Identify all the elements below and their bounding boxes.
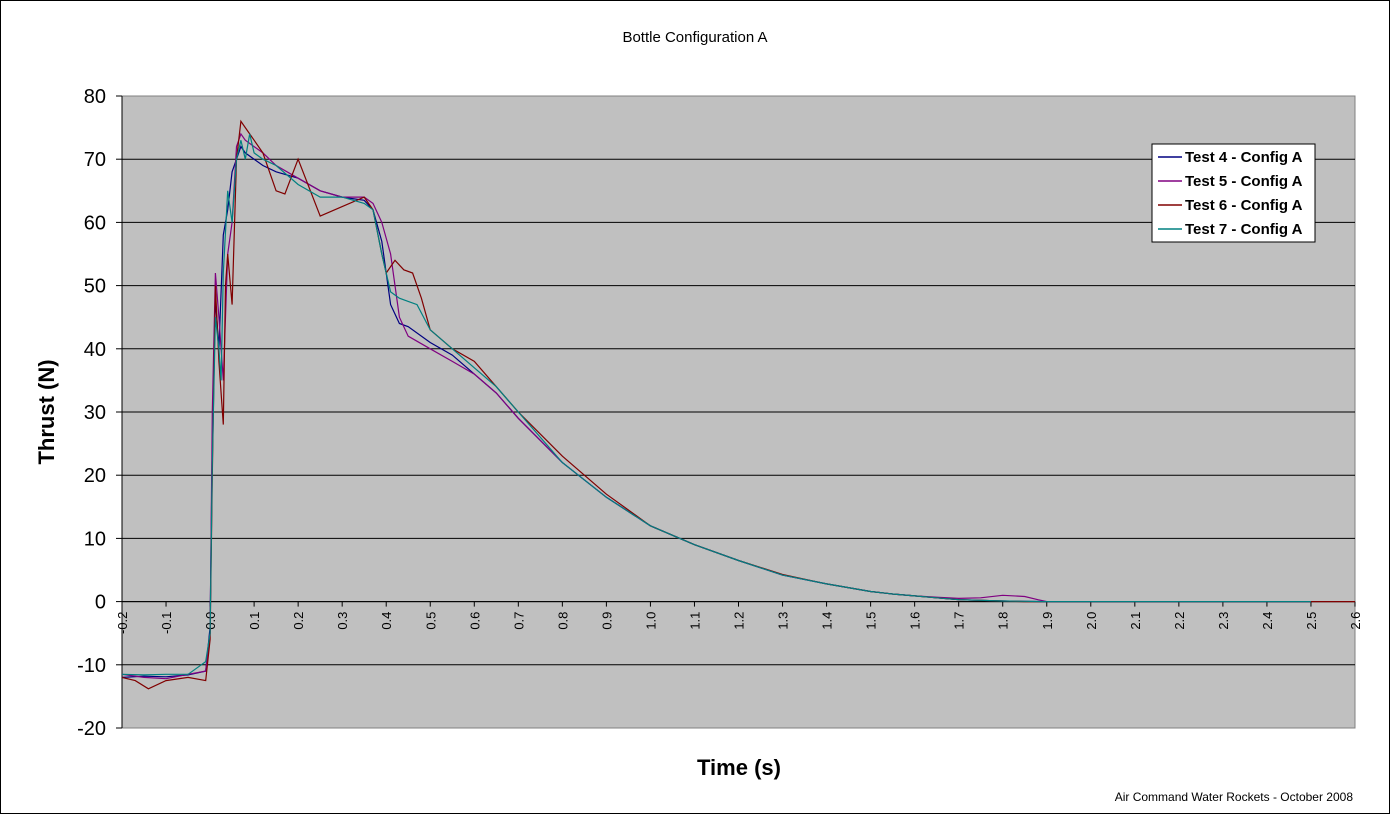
x-tick-label: 1.4 [820,612,835,630]
y-tick-label: -20 [77,718,106,740]
x-tick-label: 0.6 [467,612,482,630]
series-line-test-7 [121,133,1311,676]
x-tick-label: 0.5 [423,612,438,630]
x-tick-label: 1.9 [1040,612,1055,630]
x-tick-label: 1.0 [643,612,658,630]
x-tick-label: 2.2 [1172,612,1187,630]
x-tick-label: 0.3 [335,612,350,630]
x-tick-label: 2.6 [1348,612,1363,630]
x-tick-label: 2.1 [1128,612,1143,630]
x-tick-label: 2.4 [1260,612,1275,630]
y-tick-label: 0 [95,592,106,614]
x-tick-label: 1.6 [908,612,923,630]
x-tick-label: 0.8 [555,612,570,630]
x-tick-label: -0.1 [159,612,174,634]
y-tick-label: 30 [84,402,106,424]
legend-label: Test 7 - Config A [1185,221,1303,238]
x-tick-label: 0.4 [379,612,394,630]
legend-box [1151,143,1316,243]
x-tick-label: 2.3 [1216,612,1231,630]
y-tick-label: 40 [84,339,106,361]
x-tick-label: 2.0 [1084,612,1099,630]
y-tick-label: 60 [84,212,106,234]
y-axis-label: Thrust (N) [34,359,59,464]
y-tick-label: 70 [84,149,106,171]
x-tick-label: 1.1 [687,612,702,630]
x-tick-label: 0.1 [247,612,262,630]
series-line-test-5 [121,132,1311,680]
x-tick-label: 2.5 [1304,612,1319,630]
legend-label: Test 4 - Config A [1185,149,1303,166]
x-tick-label: 0.9 [599,612,614,630]
series-lines [121,119,1355,690]
chart-title: Bottle Configuration A [622,29,767,46]
legend-label: Test 6 - Config A [1185,197,1303,214]
footer-credit: Air Command Water Rockets - October 2008 [1115,790,1354,804]
y-tick-label: -10 [77,655,106,677]
x-tick-label: 0.2 [291,612,306,630]
x-tick-label: 1.2 [732,612,747,630]
legend: Test 4 - Config A Test 5 - Config A Test 6… [1151,143,1316,243]
y-tick-label: 80 [84,86,106,108]
x-tick-label: 0.7 [511,612,526,630]
x-axis-label: Time (s) [697,755,781,780]
y-tick-label: 50 [84,276,106,298]
y-tick-label: 10 [84,528,106,550]
x-tick-label: 1.3 [776,612,791,630]
y-tick-label: 20 [84,465,106,487]
x-tick-label: -0.2 [115,612,130,634]
x-tick-label: 1.8 [996,612,1011,630]
x-tick-label: 1.5 [864,612,879,630]
x-tick-label: 1.7 [952,612,967,630]
legend-label: Test 5 - Config A [1185,173,1303,190]
